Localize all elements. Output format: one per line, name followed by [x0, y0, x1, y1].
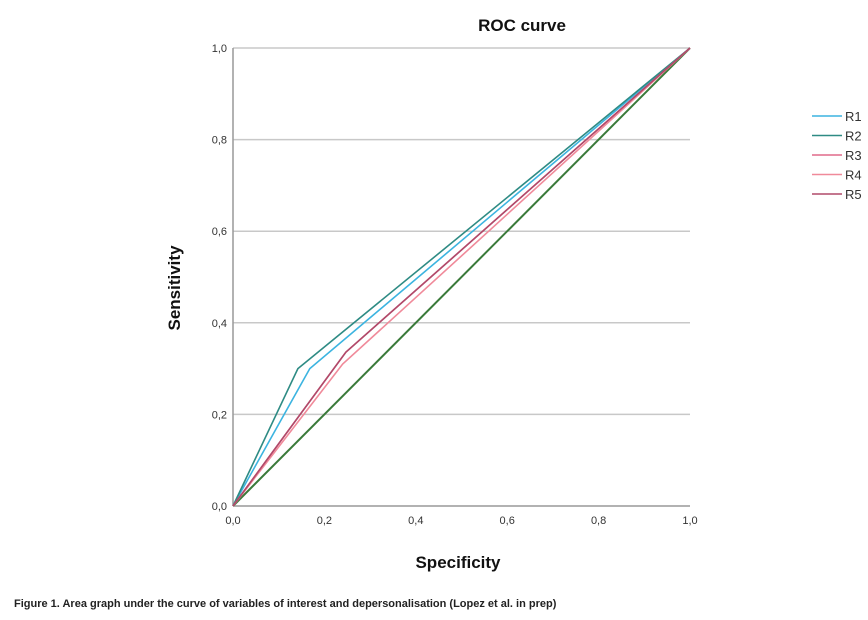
- series-line-r1: [232, 47, 691, 507]
- series-line-r5: [232, 47, 691, 507]
- series-line-r2: [232, 47, 691, 507]
- chart-title: ROC curve: [478, 16, 566, 35]
- y-axis-label: Sensitivity: [165, 245, 184, 331]
- figure-caption: Figure 1. Area graph under the curve of …: [14, 598, 557, 610]
- x-tick-label: 0,0: [225, 515, 240, 527]
- legend-label: R1: [845, 109, 862, 124]
- x-tick-label: 0,2: [317, 515, 332, 527]
- legend-label: R5: [845, 187, 862, 202]
- legend-label: R3: [845, 148, 862, 163]
- reference-line: [232, 47, 691, 507]
- series-line-r4: [232, 47, 691, 507]
- x-tick-label: 0,6: [500, 515, 515, 527]
- x-tick-label: 0,8: [591, 515, 606, 527]
- y-tick-label: 1,0: [212, 43, 227, 55]
- y-tick-label: 0,8: [212, 135, 227, 147]
- x-tick-label: 1,0: [682, 515, 697, 527]
- x-tick-label: 0,4: [408, 515, 423, 527]
- y-tick-label: 0,6: [212, 226, 227, 238]
- y-tick-label: 0,2: [212, 409, 227, 421]
- legend-label: R4: [845, 168, 862, 183]
- y-tick-label: 0,4: [212, 318, 227, 330]
- x-axis-label: Specificity: [415, 553, 501, 572]
- y-tick-label: 0,0: [212, 501, 227, 513]
- legend-label: R2: [845, 129, 862, 144]
